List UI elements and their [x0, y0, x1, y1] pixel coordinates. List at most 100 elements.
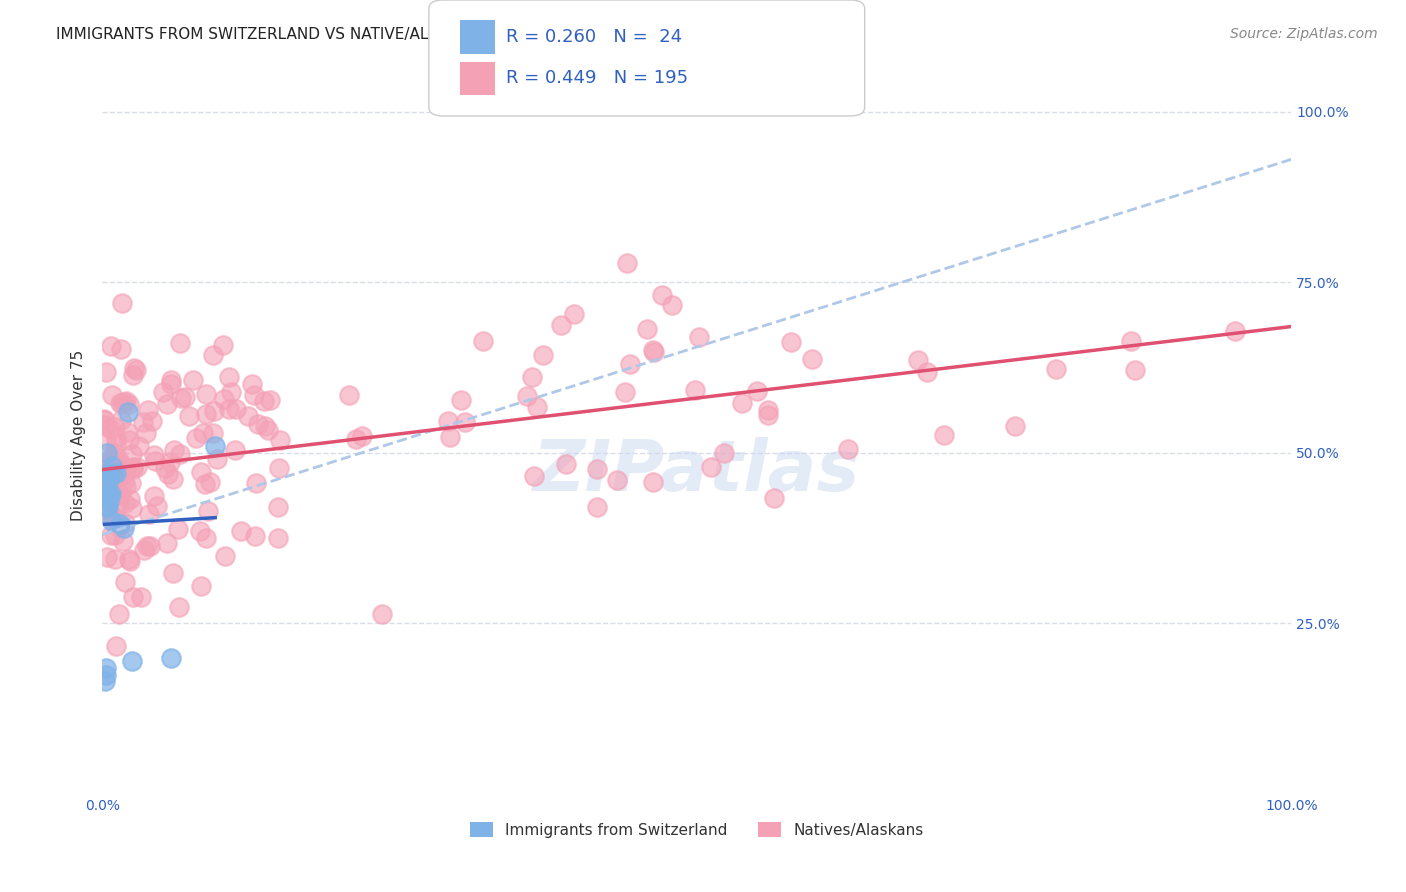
- Point: [118, 397, 141, 411]
- Point: [96, 473, 118, 487]
- Point: [756, 408, 779, 422]
- Point: [202, 349, 225, 363]
- Point: [94, 661, 117, 675]
- Point: [104, 511, 127, 525]
- Point: [108, 456, 131, 470]
- Point: [201, 425, 224, 440]
- Point: [107, 458, 129, 472]
- Point: [101, 472, 124, 486]
- Point: [100, 475, 122, 489]
- Point: [100, 514, 122, 528]
- Point: [190, 579, 212, 593]
- Point: [110, 469, 132, 483]
- Point: [107, 519, 129, 533]
- Text: R = 0.449   N = 195: R = 0.449 N = 195: [506, 70, 689, 87]
- Point: [907, 352, 929, 367]
- Point: [104, 528, 127, 542]
- Point: [661, 298, 683, 312]
- Point: [523, 469, 546, 483]
- Point: [97, 421, 120, 435]
- Point: [555, 457, 578, 471]
- Point: [110, 488, 132, 502]
- Point: [96, 464, 118, 478]
- Point: [143, 489, 166, 503]
- Point: [136, 539, 159, 553]
- Point: [267, 500, 290, 515]
- Point: [780, 334, 803, 349]
- Point: [240, 376, 263, 391]
- Point: [619, 357, 641, 371]
- Point: [585, 462, 607, 476]
- Point: [683, 383, 706, 397]
- Point: [100, 487, 122, 501]
- Point: [1121, 334, 1143, 348]
- Point: [156, 467, 179, 481]
- Point: [1223, 324, 1246, 338]
- Point: [243, 529, 266, 543]
- Point: [616, 256, 638, 270]
- Point: [259, 393, 281, 408]
- Point: [195, 386, 218, 401]
- Point: [138, 507, 160, 521]
- Point: [801, 351, 824, 366]
- Point: [247, 417, 270, 431]
- Point: [337, 387, 360, 401]
- Point: [114, 393, 136, 408]
- Point: [439, 430, 461, 444]
- Point: [114, 516, 136, 531]
- Point: [167, 600, 190, 615]
- Point: [111, 396, 134, 410]
- Point: [267, 461, 290, 475]
- Point: [98, 483, 121, 498]
- Point: [104, 489, 127, 503]
- Point: [100, 339, 122, 353]
- Point: [371, 607, 394, 621]
- Point: [651, 288, 673, 302]
- Point: [145, 454, 167, 468]
- Point: [162, 442, 184, 457]
- Point: [100, 527, 122, 541]
- Point: [94, 502, 117, 516]
- Point: [344, 432, 367, 446]
- Point: [96, 365, 118, 379]
- Point: [562, 307, 585, 321]
- Point: [643, 475, 665, 489]
- Point: [101, 388, 124, 402]
- Point: [253, 419, 276, 434]
- Point: [186, 431, 208, 445]
- Point: [245, 476, 267, 491]
- Text: Source: ZipAtlas.com: Source: ZipAtlas.com: [1230, 27, 1378, 41]
- Point: [132, 543, 155, 558]
- Point: [114, 496, 136, 510]
- Point: [212, 392, 235, 406]
- Point: [585, 500, 607, 515]
- Point: [97, 500, 120, 515]
- Point: [97, 471, 120, 485]
- Point: [125, 459, 148, 474]
- Point: [107, 451, 129, 466]
- Point: [191, 425, 214, 440]
- Point: [614, 385, 637, 400]
- Point: [91, 482, 114, 496]
- Point: [96, 482, 118, 496]
- Point: [105, 467, 128, 481]
- Point: [112, 533, 135, 548]
- Point: [112, 521, 135, 535]
- Point: [97, 481, 120, 495]
- Point: [101, 467, 124, 481]
- Point: [225, 402, 247, 417]
- Point: [152, 385, 174, 400]
- Point: [211, 337, 233, 351]
- Point: [156, 397, 179, 411]
- Point: [104, 436, 127, 450]
- Point: [1045, 361, 1067, 376]
- Text: IMMIGRANTS FROM SWITZERLAND VS NATIVE/ALASKAN DISABILITY AGE OVER 75 CORRELATION: IMMIGRANTS FROM SWITZERLAND VS NATIVE/AL…: [56, 27, 846, 42]
- Point: [214, 549, 236, 563]
- Point: [131, 415, 153, 429]
- Point: [160, 650, 183, 665]
- Point: [101, 509, 124, 524]
- Point: [688, 330, 710, 344]
- Point: [205, 451, 228, 466]
- Point: [108, 517, 131, 532]
- Point: [114, 460, 136, 475]
